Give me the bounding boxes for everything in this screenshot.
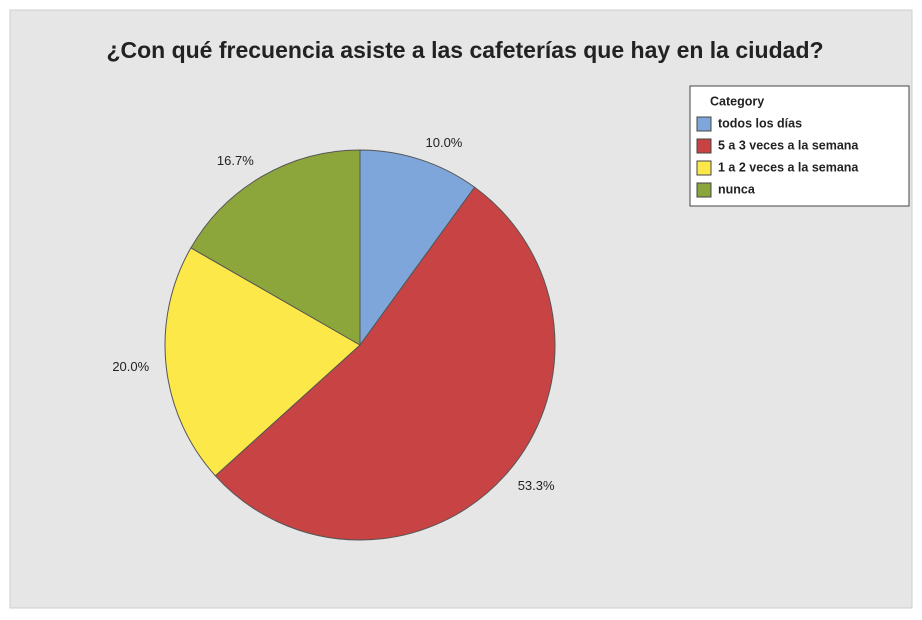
legend-title: Category	[710, 94, 764, 108]
pie-slice	[214, 186, 556, 541]
data-label: 20.0%	[112, 359, 149, 374]
pie-slice	[190, 149, 361, 346]
data-label: 10.0%	[426, 135, 463, 150]
data-label: 53.3%	[518, 478, 555, 493]
pie-slice	[359, 149, 476, 347]
legend-label: 1 a 2 veces a la semana	[718, 160, 859, 174]
legend-swatch	[696, 116, 712, 132]
legend-swatch	[696, 160, 712, 176]
legend-label: todos los días	[718, 116, 802, 130]
data-label: 16.7%	[217, 153, 254, 168]
legend-box	[689, 85, 910, 207]
chart-title: ¿Con qué frecuencia asiste a las cafeter…	[106, 37, 823, 63]
pie-slice	[164, 247, 361, 477]
legend-label: nunca	[718, 182, 756, 196]
legend-swatch	[696, 138, 712, 154]
legend-swatch	[696, 182, 712, 198]
legend-label: 5 a 3 veces a la semana	[718, 138, 859, 152]
